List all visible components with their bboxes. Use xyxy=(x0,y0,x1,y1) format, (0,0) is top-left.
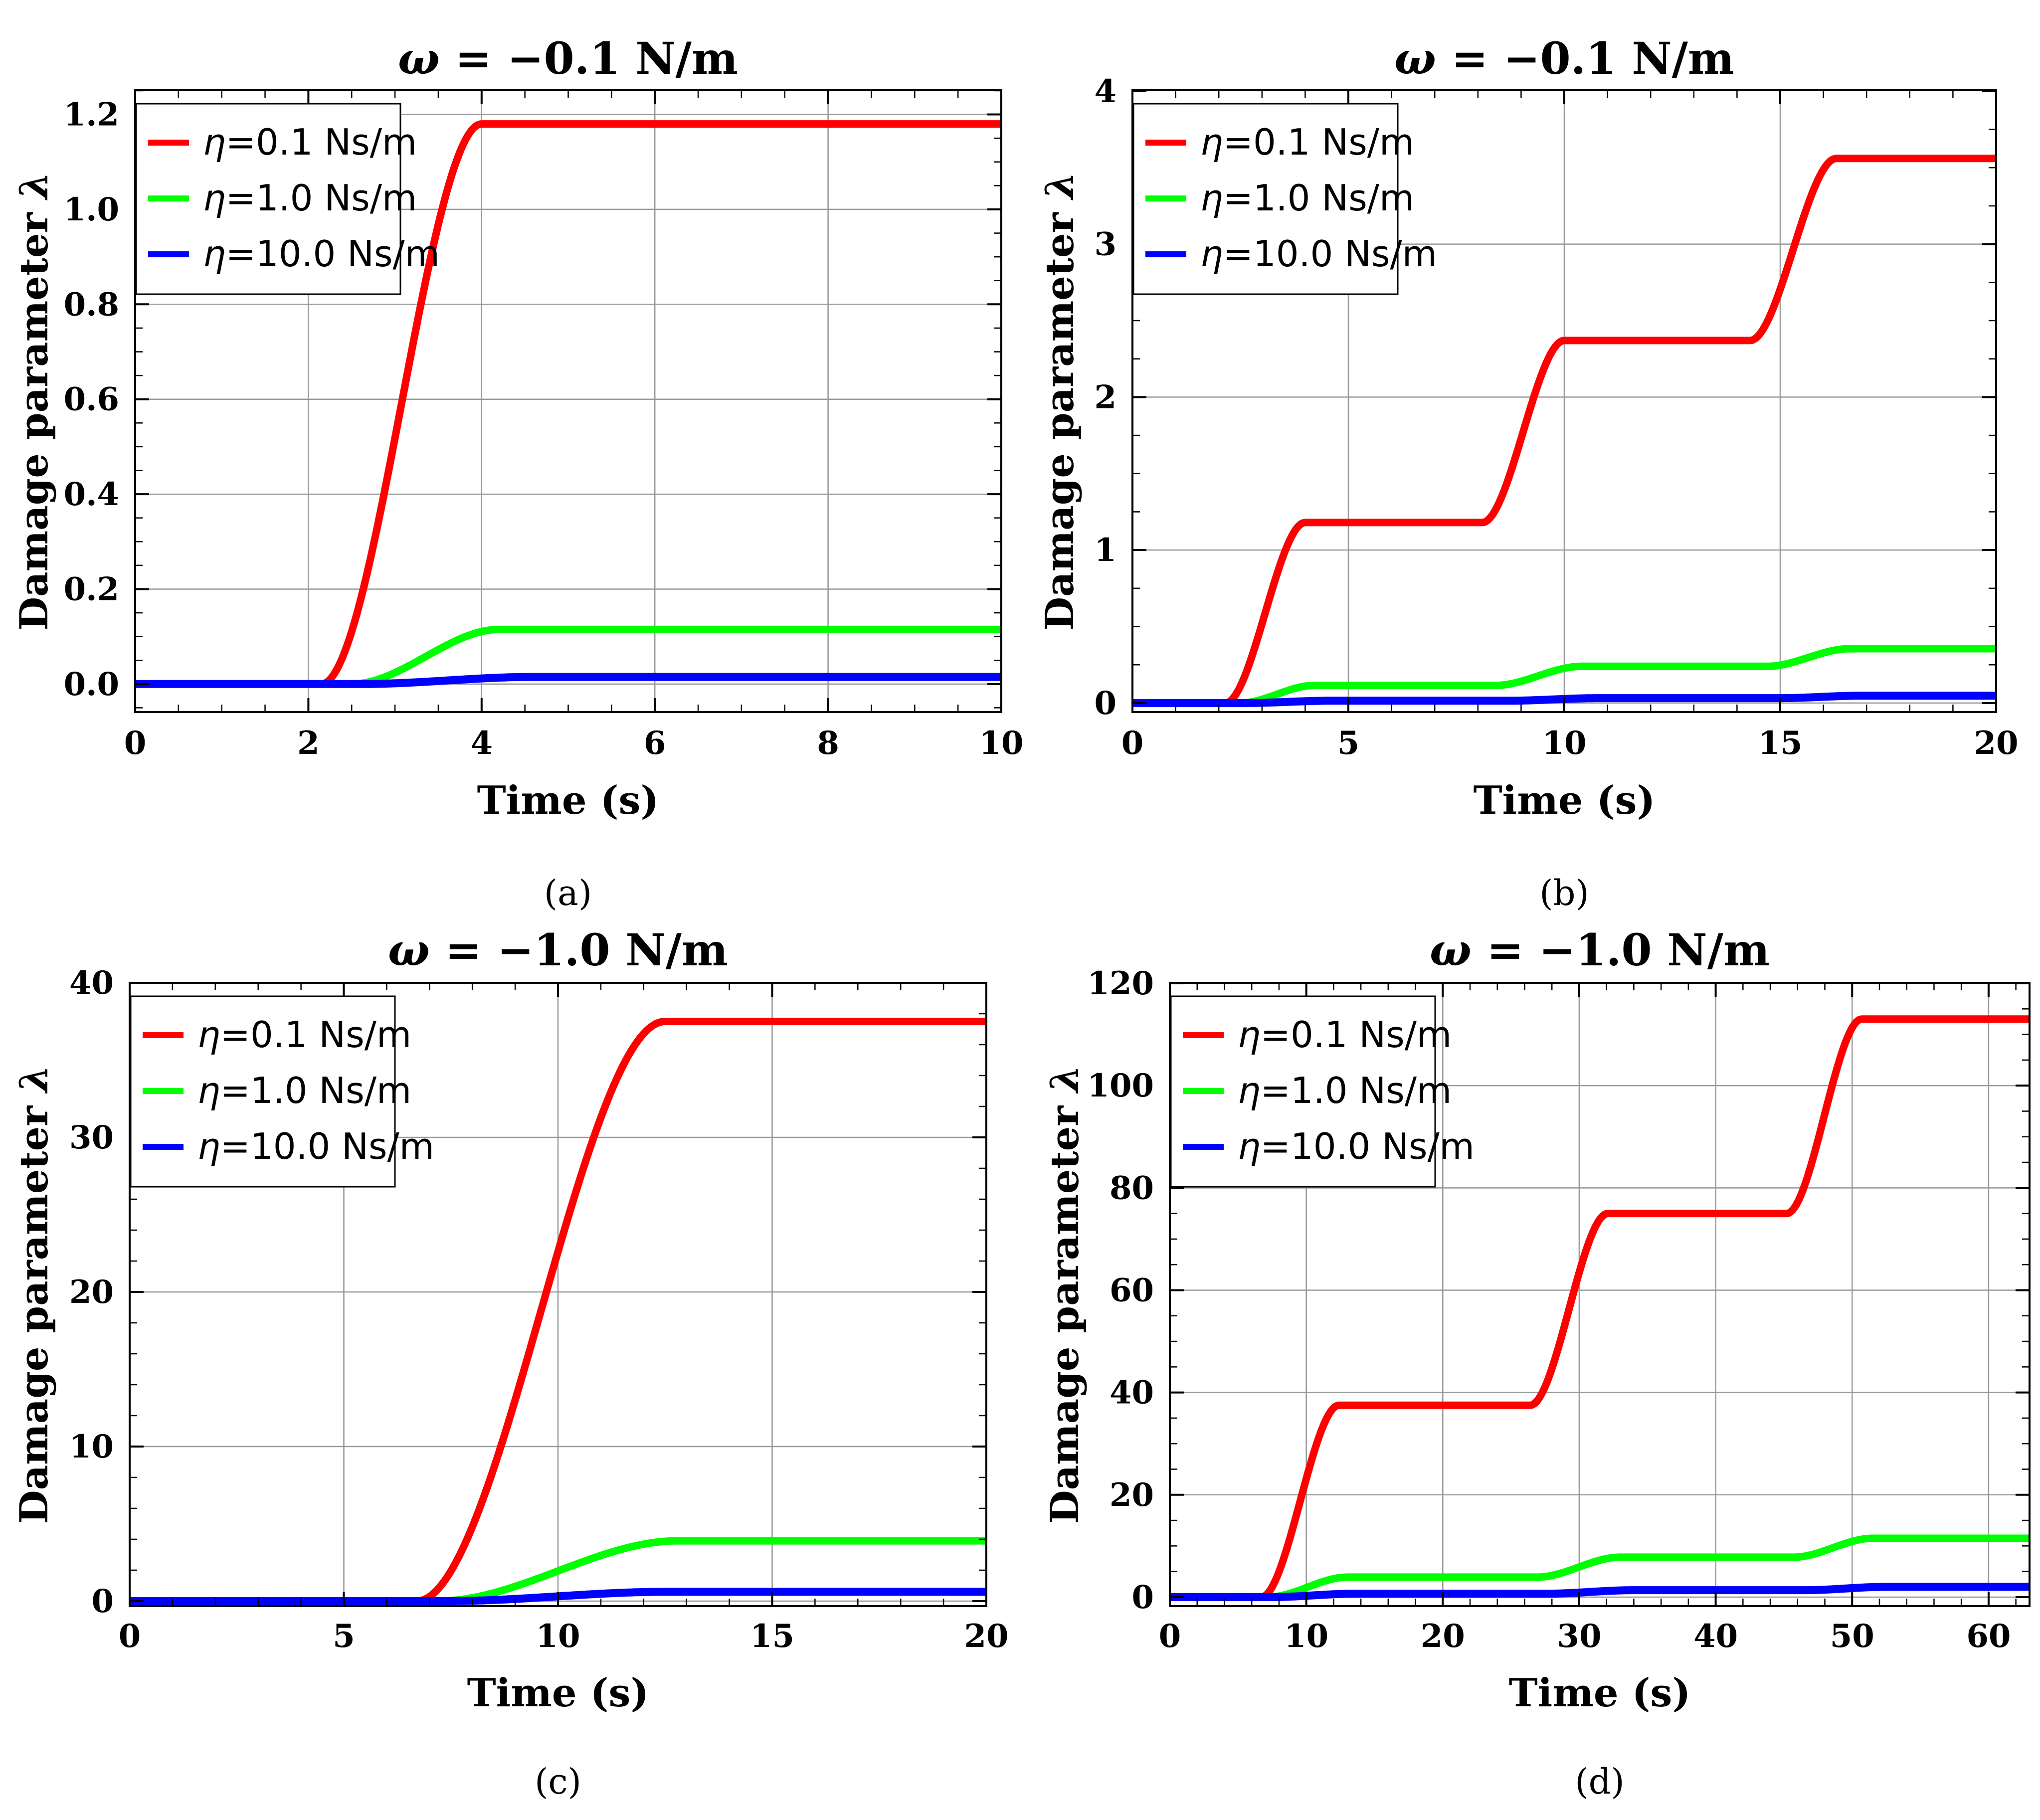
ytick-label: 60 xyxy=(1110,1272,1154,1309)
ytick-label: 30 xyxy=(69,1119,114,1156)
ytick-label: 120 xyxy=(1087,965,1154,1002)
xtick-label: 20 xyxy=(1974,725,2018,762)
ytick-label: 80 xyxy=(1110,1169,1154,1207)
panel-b: 0 5 10 15 20 0 1 2 3 4 ω = −0.1 N/m Time (s) Damage … xyxy=(1037,32,2019,913)
xtick-label: 8 xyxy=(817,725,839,762)
y-axis-label-d: Damage parameter λ xyxy=(1042,1065,1088,1524)
xtick-label: 5 xyxy=(333,1618,355,1655)
x-axis-label-a: Time (s) xyxy=(477,778,659,823)
legend-label-2: η=10.0 Ns/m xyxy=(203,233,440,275)
xtick-label: 10 xyxy=(1542,725,1586,762)
panel-d: 0 10 20 30 40 50 60 0 20 40 60 80 100 120 ω = −1.0 N/m… xyxy=(1042,924,2031,1802)
legend-a: η=0.1 Ns/m η=1.0 Ns/m η=10.0 Ns/m xyxy=(135,103,440,295)
panel-caption-b: (b) xyxy=(1539,873,1589,913)
ytick-label: 0.0 xyxy=(64,666,119,703)
ytick-label: 0 xyxy=(1131,1579,1154,1616)
panel-caption-a: (a) xyxy=(544,873,592,913)
legend-label-0: η=0.1 Ns/m xyxy=(1200,121,1414,163)
legend-label-1: η=1.0 Ns/m xyxy=(197,1070,411,1111)
xtick-label: 6 xyxy=(644,725,666,762)
ytick-label: 10 xyxy=(69,1428,114,1465)
ytick-label: 100 xyxy=(1087,1067,1154,1104)
ticks-d xyxy=(1169,982,2030,1606)
ytick-label: 0.4 xyxy=(64,476,119,513)
x-axis-label-b: Time (s) xyxy=(1474,778,1656,823)
ytick-label: 0 xyxy=(1094,685,1116,722)
ytick-label: 4 xyxy=(1094,73,1116,110)
plot-frame-d xyxy=(1169,982,2031,1607)
ytick-label: 0.8 xyxy=(64,286,119,323)
series-line-d-1 xyxy=(1170,1534,2030,1601)
xtick-label: 5 xyxy=(1337,725,1360,762)
xtick-label: 10 xyxy=(1284,1618,1328,1655)
legend-d: η=0.1 Ns/m η=1.0 Ns/m η=10.0 Ns/m xyxy=(1170,995,1475,1188)
xtick-label: 10 xyxy=(979,725,1023,762)
xtick-label: 0 xyxy=(1121,725,1144,762)
xtick-label: 0 xyxy=(1159,1618,1181,1655)
legend-c: η=0.1 Ns/m η=1.0 Ns/m η=10.0 Ns/m xyxy=(130,995,434,1188)
legend-label-0: η=0.1 Ns/m xyxy=(203,121,417,163)
xtick-label: 20 xyxy=(964,1618,1008,1655)
ytick-label: 40 xyxy=(69,964,114,1002)
xtick-label: 40 xyxy=(1693,1618,1738,1655)
series-line-a-2 xyxy=(135,673,1001,688)
legend-label-1: η=1.0 Ns/m xyxy=(1200,177,1414,219)
xtick-label: 50 xyxy=(1830,1618,1874,1655)
x-axis-label-c: Time (s) xyxy=(467,1670,649,1716)
curves-d xyxy=(1170,1015,2030,1601)
legend-label-1: η=1.0 Ns/m xyxy=(203,177,417,219)
ytick-label: 0 xyxy=(91,1583,114,1620)
xtick-label: 10 xyxy=(536,1618,580,1655)
panel-title-a: ω = −0.1 N/m xyxy=(398,32,738,84)
y-axis-label-c: Damage parameter λ xyxy=(11,1065,57,1524)
panel-caption-d: (d) xyxy=(1575,1761,1624,1802)
xtick-label: 20 xyxy=(1421,1618,1465,1655)
panel-caption-c: (c) xyxy=(535,1761,581,1802)
xtick-label: 15 xyxy=(1758,725,1802,762)
xtick-label: 30 xyxy=(1557,1618,1601,1655)
ytick-label: 0.2 xyxy=(64,570,119,608)
panel-c: 0 5 10 15 20 0 10 20 30 40 ω = −1.0 N/m Time (s) Dam… xyxy=(11,924,1009,1802)
y-axis-label-a: Damage parameter λ xyxy=(11,172,57,630)
legend-label-1: η=1.0 Ns/m xyxy=(1238,1070,1452,1111)
series-line-b-1 xyxy=(1132,645,1996,707)
panel-title-b: ω = −0.1 N/m xyxy=(1394,32,1734,84)
ytick-label: 1 xyxy=(1094,532,1116,569)
ytick-label: 1.2 xyxy=(64,96,119,134)
legend-b: η=0.1 Ns/m η=1.0 Ns/m η=10.0 Ns/m xyxy=(1132,103,1437,295)
x-axis-label-d: Time (s) xyxy=(1509,1670,1691,1716)
legend-label-0: η=0.1 Ns/m xyxy=(1238,1014,1452,1056)
xtick-label: 2 xyxy=(297,725,320,762)
series-line-b-0 xyxy=(1132,155,1996,707)
panel-a: 0 2 4 6 8 10 0.0 0.2 0.4 0.6 0.8 1.0 1.2 ω = −0.1 N/m… xyxy=(11,32,1024,913)
xtick-label: 0 xyxy=(124,725,147,762)
ytick-label: 20 xyxy=(1110,1476,1154,1514)
series-line-d-2 xyxy=(1170,1583,2030,1601)
legend-label-2: η=10.0 Ns/m xyxy=(1238,1125,1475,1167)
panel-title-d: ω = −1.0 N/m xyxy=(1430,924,1770,976)
xtick-label: 15 xyxy=(750,1618,794,1655)
ticks-b xyxy=(1131,90,1997,712)
legend-label-2: η=10.0 Ns/m xyxy=(1200,233,1437,275)
legend-label-2: η=10.0 Ns/m xyxy=(197,1125,434,1167)
panel-title-c: ω = −1.0 N/m xyxy=(388,924,728,976)
ytick-label: 40 xyxy=(1110,1374,1154,1412)
curves-a xyxy=(135,120,1001,688)
legend-label-0: η=0.1 Ns/m xyxy=(197,1014,411,1056)
ytick-label: 2 xyxy=(1094,378,1116,416)
ytick-label: 1.0 xyxy=(64,191,119,228)
xtick-label: 0 xyxy=(119,1618,141,1655)
ytick-label: 3 xyxy=(1094,226,1116,263)
xtick-label: 60 xyxy=(1966,1618,2011,1655)
xtick-label: 4 xyxy=(471,725,493,762)
series-line-d-0 xyxy=(1170,1015,2030,1601)
ytick-label: 0.6 xyxy=(64,381,119,418)
ytick-label: 20 xyxy=(69,1274,114,1311)
y-axis-label-b: Damage parameter λ xyxy=(1037,172,1083,630)
